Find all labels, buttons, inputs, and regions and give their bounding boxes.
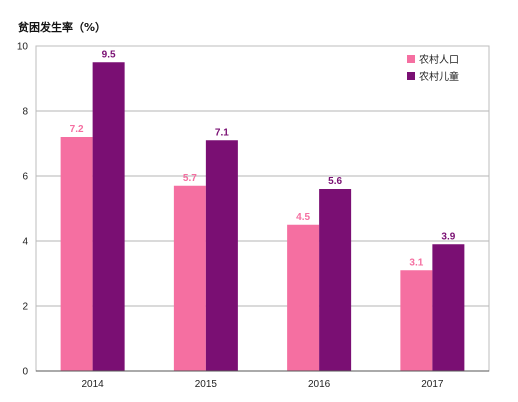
data-label: 3.9 bbox=[441, 231, 455, 242]
bar-2017-1 bbox=[432, 244, 465, 371]
bar-2016-1 bbox=[319, 189, 352, 371]
data-label: 4.5 bbox=[296, 212, 310, 223]
bar-2015-1 bbox=[205, 140, 238, 371]
y-axis-title: 贫困发生率（%） bbox=[18, 20, 106, 34]
data-label: 9.5 bbox=[102, 49, 116, 60]
legend-swatch bbox=[407, 72, 415, 80]
data-labels: 7.2 9.5 5.7 7.1 4.5 5.6 3.1 3.9 bbox=[70, 49, 456, 268]
bar-2014-0 bbox=[60, 137, 93, 371]
x-tick-label: 2014 bbox=[82, 379, 105, 390]
bar-2015-0 bbox=[173, 185, 206, 371]
y-tick-label: 10 bbox=[17, 42, 29, 53]
legend-swatch bbox=[407, 55, 415, 63]
bar-2016-0 bbox=[287, 224, 320, 371]
y-tick-label: 4 bbox=[22, 237, 28, 248]
legend-label: 农村人口 bbox=[419, 53, 459, 66]
data-label: 3.1 bbox=[409, 257, 423, 268]
y-tick-label: 2 bbox=[22, 302, 28, 313]
legend-label: 农村儿童 bbox=[419, 70, 459, 83]
data-label: 5.6 bbox=[328, 176, 342, 187]
bar-2014-1 bbox=[92, 62, 125, 371]
tick-labels: 0 2 4 6 8 10 2014 2015 2016 2017 bbox=[17, 42, 444, 391]
bar-2017-0 bbox=[400, 270, 433, 371]
data-label: 5.7 bbox=[183, 173, 197, 184]
x-tick-label: 2016 bbox=[308, 379, 331, 390]
data-label: 7.2 bbox=[70, 124, 84, 135]
axes bbox=[35, 45, 490, 372]
y-tick-label: 0 bbox=[22, 367, 28, 378]
y-tick-label: 6 bbox=[22, 172, 28, 183]
x-tick-label: 2017 bbox=[421, 379, 444, 390]
data-label: 7.1 bbox=[215, 127, 229, 138]
x-tick-label: 2015 bbox=[195, 379, 218, 390]
bars bbox=[60, 62, 465, 371]
y-tick-label: 8 bbox=[22, 107, 28, 118]
